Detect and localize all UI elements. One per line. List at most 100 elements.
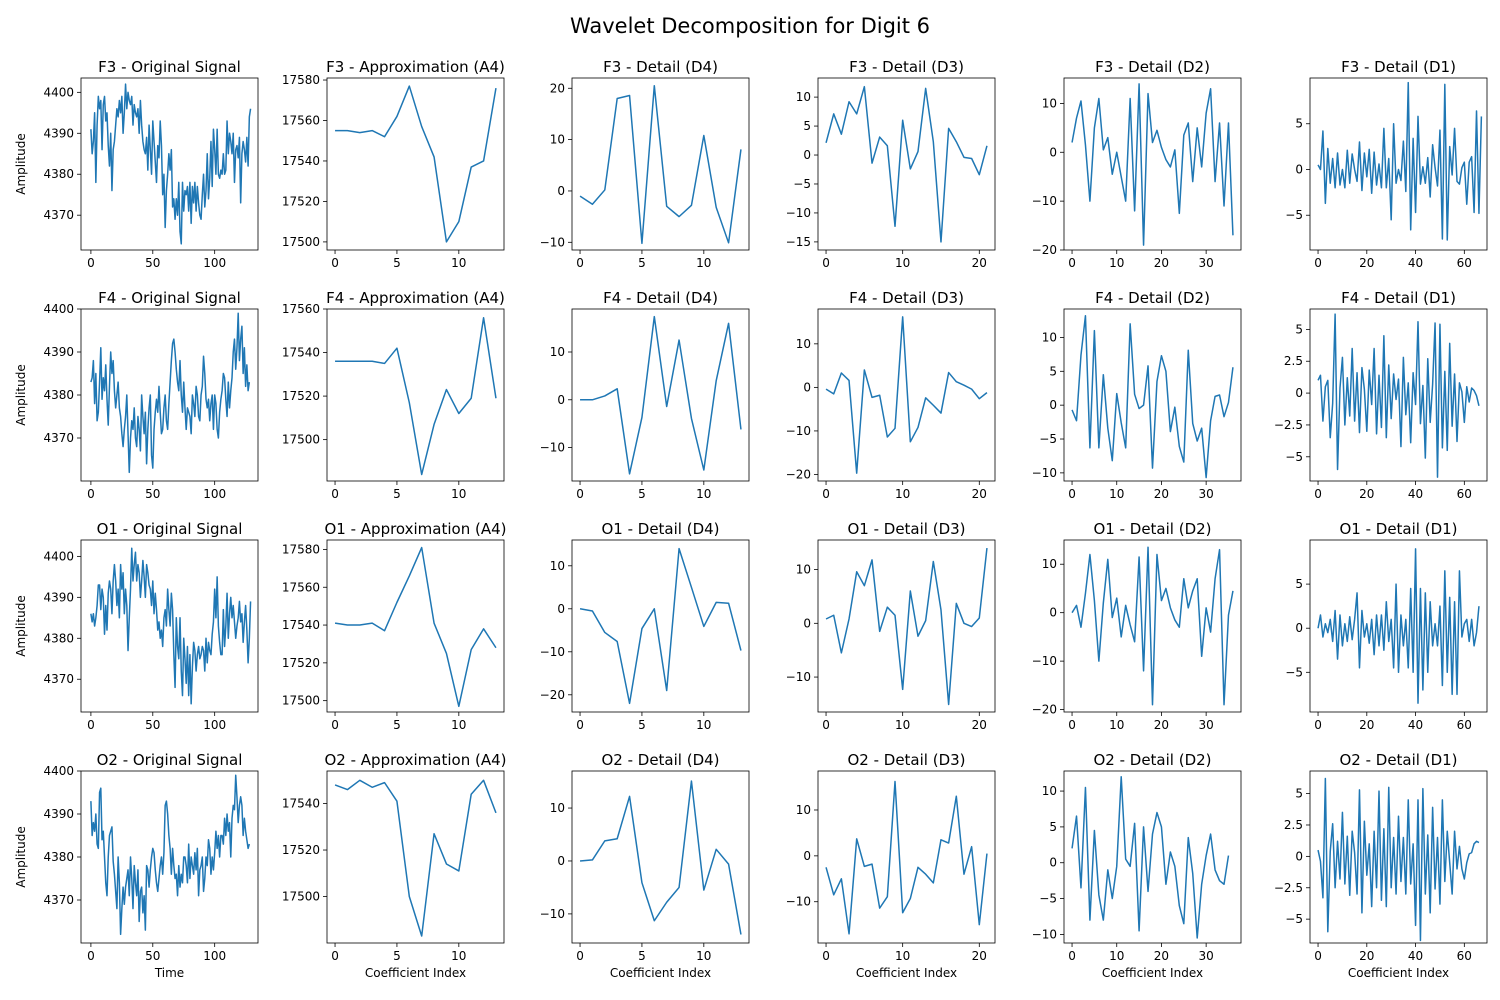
y-tick-label: 17540 [282,346,320,360]
x-axis-label: Coefficient Index [1348,966,1449,980]
y-tick-label: −10 [786,670,811,684]
x-tick-label: 0 [331,718,339,732]
x-tick-label: 0 [1068,487,1076,501]
y-tick-label: −10 [1032,927,1057,941]
axes-frame [571,770,750,944]
x-tick-label: 20 [1154,949,1169,963]
series-line [1071,775,1230,939]
x-tick-label: 100 [203,487,226,501]
x-tick-label: 0 [576,256,584,270]
y-tick-label: −20 [1032,703,1057,717]
series-line [334,779,497,937]
x-tick-label: 60 [1457,949,1472,963]
x-tick-label: 5 [638,718,646,732]
subplot-f4-3: 0 10 20 −20 −10 0 10 F4 - Detail (D3) [786,289,996,501]
subplot-title: O1 - Approximation (A4) [324,520,506,538]
y-tick-label: 10 [550,801,565,815]
y-tick-label: 4370 [43,893,74,907]
x-tick-label: 0 [331,256,339,270]
x-tick-label: 20 [972,949,987,963]
y-tick-label: 4390 [43,345,74,359]
subplot-f4-2: 0 5 10 −10 0 10 F4 - Detail (D4) [540,289,750,501]
x-tick-label: 50 [145,256,160,270]
figure-title: Wavelet Decomposition for Digit 6 [569,14,931,38]
series-line [825,780,988,935]
x-tick-label: 5 [638,487,646,501]
x-tick-label: 20 [1154,487,1169,501]
x-tick-label: 40 [1408,718,1423,732]
y-tick-label: 10 [1042,557,1057,571]
y-tick-label: −5 [793,177,811,191]
x-tick-label: 0 [87,487,95,501]
subplot-f4-0: 0 50 100 4370 4380 4390 4400 F4 - Original Sign… [14,289,259,501]
x-tick-label: 0 [1314,949,1322,963]
series-line [335,316,497,476]
subplot-o2-0: 0 50 100 4370 4380 4390 4400 O2 - Original Sign… [14,751,259,980]
y-tick-label: 0 [557,184,565,198]
axes-frame [326,770,505,944]
x-axis-label: Coefficient Index [365,966,466,980]
y-axis-label: Amplitude [14,364,28,426]
subplot-title: F4 - Approximation (A4) [326,289,505,307]
y-tick-label: 4390 [43,126,74,140]
x-tick-label: 30 [1198,487,1213,501]
x-tick-label: 10 [1109,487,1124,501]
x-tick-label: 10 [696,949,711,963]
axes-frame [1309,308,1488,482]
y-tick-label: 0 [803,849,811,863]
x-tick-label: 0 [331,949,339,963]
x-tick-label: 20 [972,718,987,732]
subplot-title: F3 - Detail (D2) [1095,58,1210,76]
x-tick-label: 10 [1109,256,1124,270]
subplot-title: F4 - Original Signal [98,289,241,307]
x-tick-label: 5 [393,487,401,501]
y-tick-label: 10 [796,563,811,577]
axes-frame [1063,77,1242,251]
y-tick-label: 5 [1295,577,1303,591]
subplot-title: O2 - Detail (D3) [847,751,965,769]
series-line [90,774,251,936]
y-tick-label: 17520 [282,656,320,670]
x-tick-label: 0 [1314,487,1322,501]
y-tick-label: 4390 [43,590,74,604]
subplot-title: F3 - Approximation (A4) [326,58,505,76]
x-tick-label: 0 [87,718,95,732]
subplot-title: O2 - Approximation (A4) [324,751,506,769]
y-tick-label: 10 [796,337,811,351]
y-axis-label: Amplitude [14,595,28,657]
subplot-f4-4: 0 10 20 30 −10 −5 0 5 10 F4 - Detail (D2) [1032,289,1242,501]
y-tick-label: −20 [540,688,565,702]
y-tick-label: −10 [786,424,811,438]
x-tick-label: 20 [1154,256,1169,270]
y-tick-label: −20 [786,467,811,481]
series-line [1071,83,1234,246]
y-tick-label: 4380 [43,850,74,864]
x-tick-label: 0 [1314,718,1322,732]
subplot-f3-5: 0 20 40 60 −5 0 5 F3 - Detail (D1) [1285,58,1488,270]
y-tick-label: −15 [786,235,811,249]
y-tick-label: 0 [1049,606,1057,620]
series-line [1071,315,1234,479]
x-axis-label: Coefficient Index [1102,966,1203,980]
subplot-title: F3 - Detail (D1) [1341,58,1456,76]
x-tick-label: 0 [576,487,584,501]
subplot-o1-3: 0 10 20 −10 0 10 O1 - Detail (D3) [786,520,996,732]
subplot-title: F4 - Detail (D3) [849,289,964,307]
x-tick-label: 10 [696,487,711,501]
y-tick-label: 0 [803,380,811,394]
x-tick-label: 10 [451,718,466,732]
y-tick-label: 17560 [282,302,320,316]
subplot-f3-4: 0 10 20 30 −20 −10 0 10 F3 - Detail (D2) [1032,58,1242,270]
subplot-title: F4 - Detail (D4) [603,289,718,307]
x-tick-label: 10 [451,256,466,270]
subplot-title: O2 - Detail (D1) [1339,751,1457,769]
x-tick-label: 50 [145,949,160,963]
y-tick-label: −20 [1032,243,1057,257]
y-tick-label: 0 [1295,386,1303,400]
y-tick-label: 10 [796,803,811,817]
subplot-o2-2: 0 5 10 −10 0 10 O2 - Detail (D4) Coefficient In… [540,751,750,980]
axes-frame [326,77,505,251]
series-line [335,85,497,243]
y-tick-label: −10 [540,907,565,921]
